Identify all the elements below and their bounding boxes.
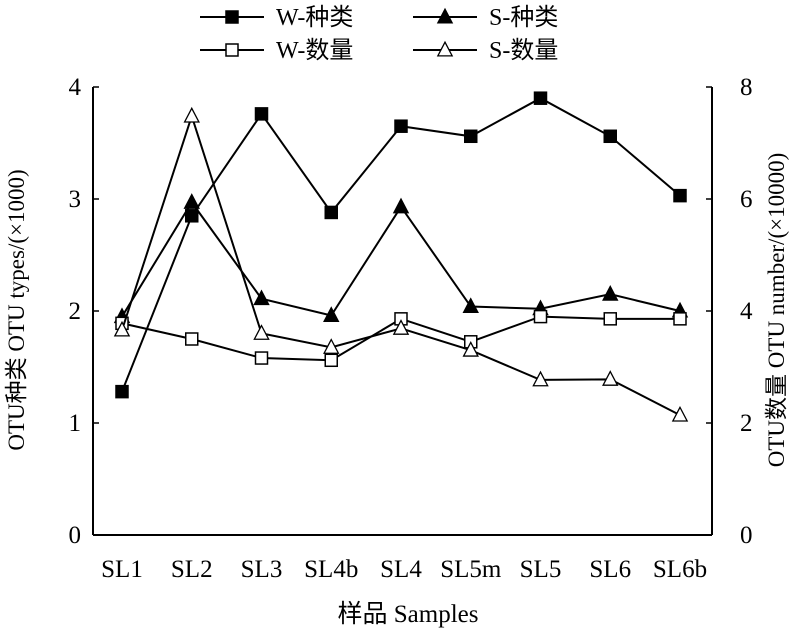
data-point: [394, 119, 408, 133]
legend-item: W-种类: [200, 4, 353, 31]
data-point: [115, 384, 129, 399]
legend-item: W-数量: [200, 37, 353, 64]
data-point: [183, 106, 200, 123]
data-point: [673, 312, 687, 326]
x-tick-label: SL5: [520, 556, 562, 583]
y-left-tick-label: 2: [69, 298, 82, 325]
x-tick-label: SL3: [241, 556, 283, 583]
legend-marker: [225, 10, 239, 24]
data-point: [464, 129, 478, 144]
legend-marker: [225, 43, 239, 57]
data-point: [602, 284, 619, 301]
data-point: [185, 332, 199, 346]
series-line: [121, 112, 681, 417]
x-tick-label: SL2: [171, 556, 213, 583]
data-point: [323, 338, 340, 354]
data-point: [253, 324, 270, 340]
legend-marker: [436, 40, 454, 57]
data-point: [533, 91, 548, 105]
series-group: [113, 91, 689, 422]
legend-marker: [436, 7, 454, 24]
data-point: [392, 319, 410, 335]
data-point: [254, 107, 269, 121]
y-right-tick-label: 0: [740, 522, 753, 549]
data-point: [324, 353, 338, 368]
data-point: [324, 205, 338, 220]
legend-item: S-数量: [413, 37, 558, 64]
y-right-tick-label: 4: [740, 298, 753, 325]
x-tick-label: SL5m: [440, 556, 502, 583]
x-tick-label: SL6: [589, 556, 631, 583]
data-point: [603, 312, 617, 326]
data-point: [673, 188, 687, 203]
data-point: [532, 370, 549, 387]
data-point: [323, 306, 340, 322]
data-point: [253, 289, 270, 306]
y-right-tick-label: 8: [740, 74, 753, 101]
y-axis-left-label: OTU种类 OTU types/(×1000): [4, 169, 29, 450]
axes: 0 1 2 3 4 0 2 4 6 8 SL1 SL2 SL3 SL4b SL4 SL5m SL5 SL6 SL6b: [69, 74, 754, 583]
data-point: [603, 129, 617, 144]
x-tick-label: SL4b: [304, 556, 358, 583]
y-left-tick-label: 3: [69, 186, 82, 213]
series-line: [121, 200, 681, 318]
data-point: [462, 340, 479, 357]
legend-label: W-数量: [276, 37, 353, 64]
x-axis-label: 样品 Samples: [338, 600, 479, 628]
legend-label: S-数量: [489, 37, 558, 64]
data-point: [254, 351, 269, 365]
y-right-tick-label: 6: [740, 186, 753, 213]
x-tick-label: SL6b: [653, 556, 707, 583]
data-point: [671, 405, 689, 422]
y-axis-right-label: OTU数量 OTU number/(×10000): [764, 153, 789, 467]
data-point: [392, 197, 410, 214]
x-tick-label: SL4: [380, 556, 422, 583]
y-left-tick-label: 0: [69, 522, 82, 549]
legend: W-种类 W-数量 S-种类 S-数量: [200, 4, 558, 64]
legend-label: W-种类: [276, 4, 353, 31]
data-point: [185, 209, 199, 223]
data-point: [533, 309, 548, 324]
x-tick-label: SL1: [101, 556, 143, 583]
legend-label: S-种类: [489, 4, 558, 31]
data-point: [602, 370, 619, 386]
y-right-tick-label: 2: [740, 410, 753, 437]
legend-item: S-种类: [413, 4, 558, 31]
y-left-tick-label: 1: [69, 410, 82, 437]
series-line: [121, 97, 681, 393]
data-point: [462, 297, 479, 314]
y-left-tick-label: 4: [69, 74, 82, 101]
data-point: [113, 320, 131, 337]
data-point: [183, 193, 200, 209]
